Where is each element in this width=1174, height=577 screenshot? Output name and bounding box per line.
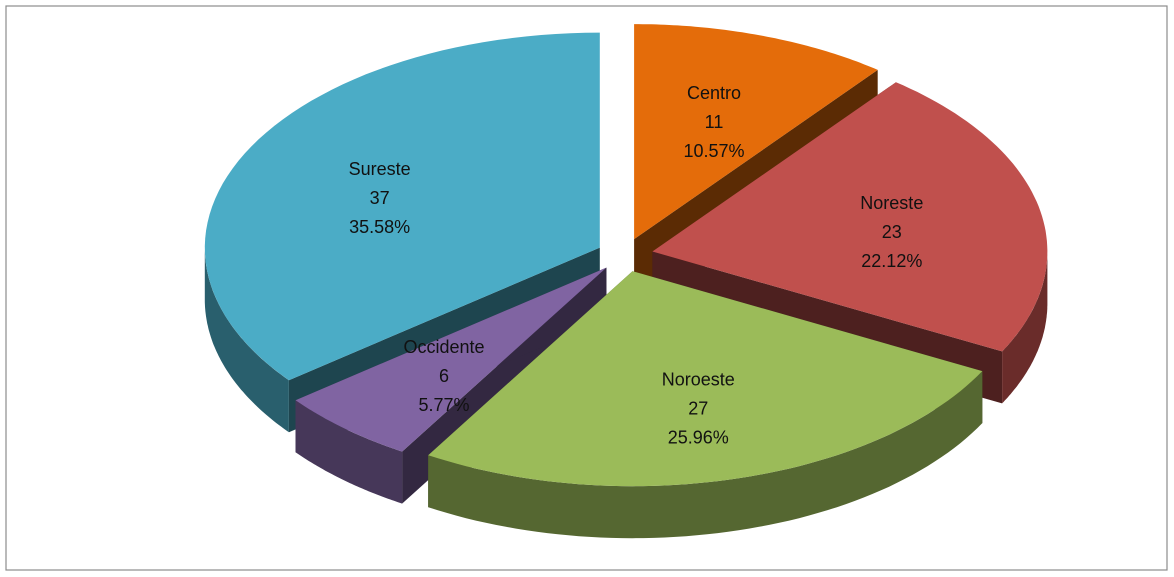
label-percent: 35.58% xyxy=(349,217,410,237)
slice-side xyxy=(204,247,289,433)
label-name: Noreste xyxy=(860,193,923,213)
label-value: 37 xyxy=(370,188,390,208)
label-percent: 10.57% xyxy=(683,141,744,161)
label-percent: 5.77% xyxy=(419,395,470,415)
label-value: 11 xyxy=(705,112,724,132)
label-percent: 22.12% xyxy=(861,251,922,271)
slice-top xyxy=(428,271,983,487)
slice-top xyxy=(295,267,607,452)
slice-top xyxy=(652,82,1048,352)
label-name: Sureste xyxy=(349,159,411,179)
slice-top xyxy=(204,32,600,381)
slice-side xyxy=(295,400,403,504)
label-name: Centro xyxy=(687,83,741,103)
label-name: Noroeste xyxy=(662,369,735,389)
slice-side xyxy=(1002,251,1048,404)
slice-side xyxy=(428,371,983,539)
label-value: 23 xyxy=(882,222,902,242)
label-value: 6 xyxy=(439,366,449,386)
label-value: 27 xyxy=(688,398,708,418)
label-name: Occidente xyxy=(404,337,485,357)
slice xyxy=(428,271,983,539)
slice-top xyxy=(634,24,878,240)
label-percent: 25.96% xyxy=(668,427,729,447)
